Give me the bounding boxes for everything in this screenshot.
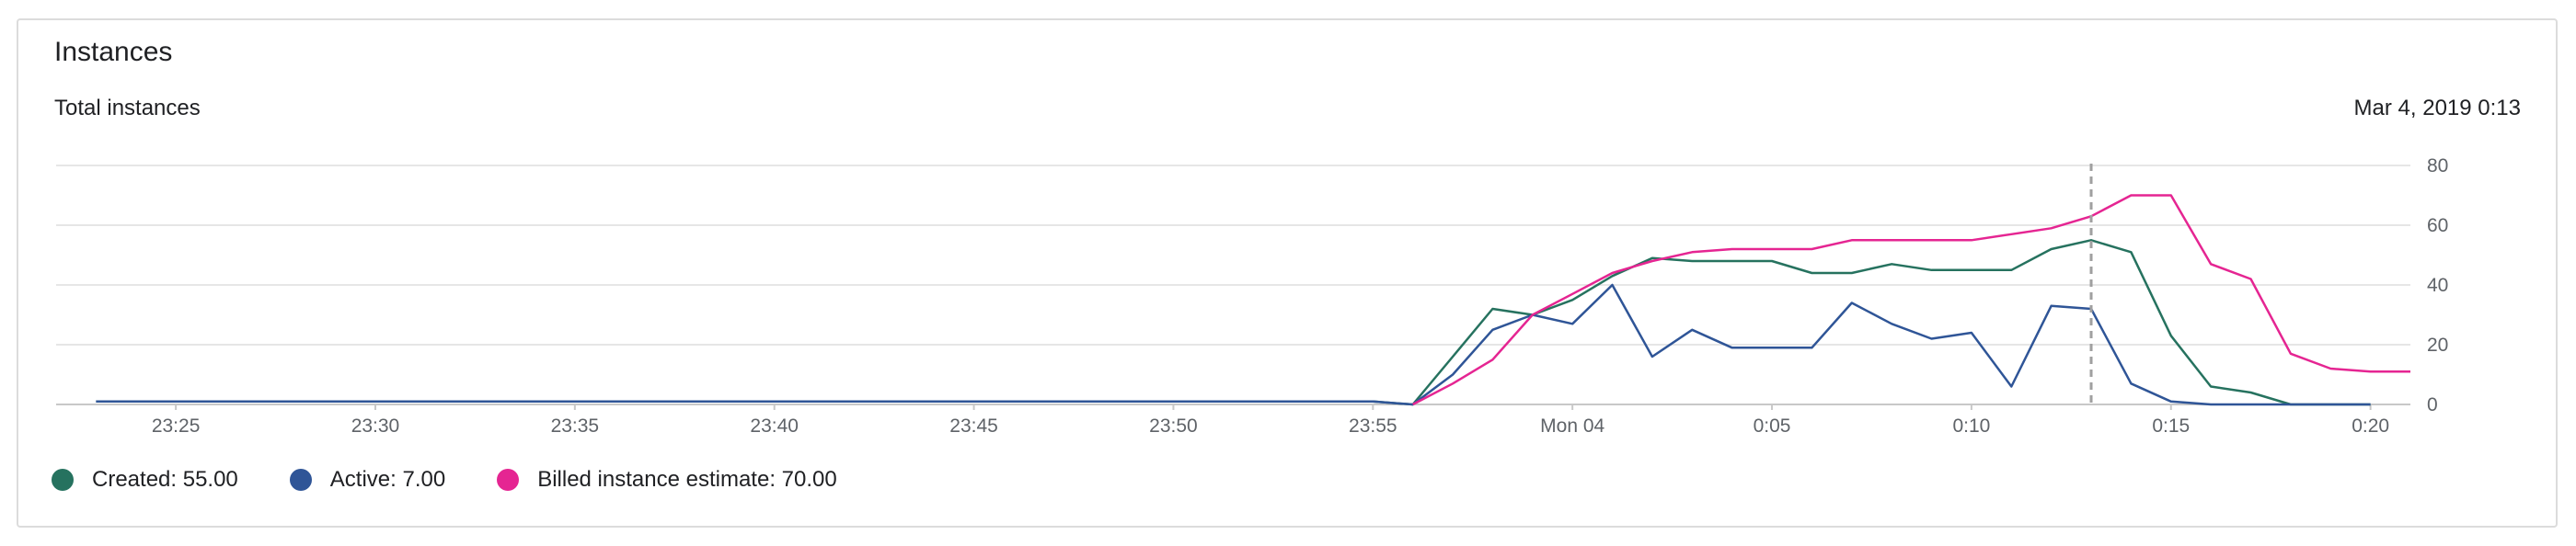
chart-legend: Created: 55.00 Active: 7.00 Billed instanc…: [52, 467, 889, 493]
x-tick-label: 0:15: [2152, 415, 2190, 437]
active-dot-icon: [289, 469, 312, 491]
y-tick-label: 40: [2427, 275, 2448, 296]
x-tick-label: 23:45: [949, 415, 998, 437]
y-tick-label: 20: [2427, 335, 2448, 356]
y-tick-label: 60: [2427, 215, 2448, 236]
billed-dot-icon: [497, 469, 520, 491]
series-line-billed: [1412, 194, 2410, 406]
x-tick-label: 23:30: [351, 415, 400, 437]
legend-item-created[interactable]: Created: 55.00: [52, 467, 238, 493]
legend-item-active[interactable]: Active: 7.00: [289, 467, 446, 493]
instances-line-chart[interactable]: 0 20 40 60 80 23:25 23:30 23:35 23:40 23:45 23:50 2…: [18, 20, 2559, 443]
created-dot-icon: [52, 469, 74, 491]
legend-label: Active: 7.00: [329, 467, 446, 492]
x-tick-label: 23:40: [750, 415, 799, 437]
legend-item-billed[interactable]: Billed instance estimate: 70.00: [497, 467, 837, 493]
legend-label: Created: 55.00: [92, 467, 238, 492]
y-tick-label: 80: [2427, 155, 2448, 176]
series-line-created: [96, 239, 2371, 406]
x-tick-label: 23:50: [1149, 415, 1198, 437]
series-line-active: [96, 283, 2371, 406]
x-tick-label: 0:10: [1952, 415, 1990, 437]
instances-card: Instances Total instances Mar 4, 2019 0:…: [17, 18, 2558, 528]
x-tick-label: 23:35: [551, 415, 600, 437]
x-tick-label: 0:05: [1754, 415, 1791, 437]
card-title: Instances: [54, 37, 173, 67]
x-tick-label: 23:25: [152, 415, 201, 437]
x-tick-label: 0:20: [2352, 415, 2389, 437]
hover-timestamp: Mar 4, 2019 0:13: [2353, 96, 2521, 120]
chart-subtitle: Total instances: [54, 96, 201, 120]
x-tick-label: 23:55: [1349, 415, 1397, 437]
y-tick-label: 0: [2427, 394, 2438, 415]
x-tick-label: Mon 04: [1540, 415, 1604, 437]
legend-label: Billed instance estimate: 70.00: [537, 467, 837, 492]
